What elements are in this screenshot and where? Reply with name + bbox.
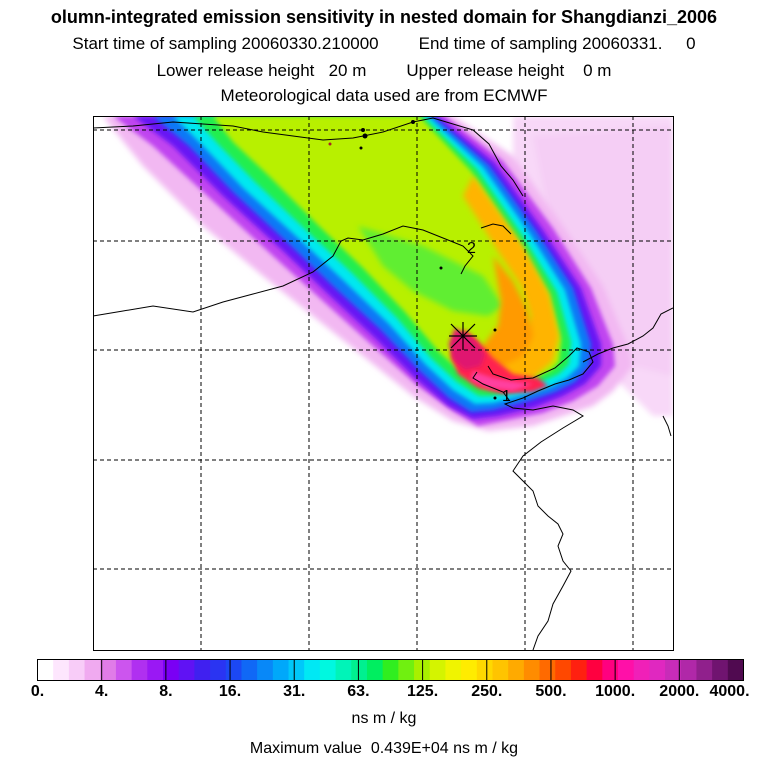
inner-mongolia-border <box>93 225 474 317</box>
legend-swatch <box>445 659 462 681</box>
country-borders <box>93 117 673 650</box>
legend-swatch <box>586 659 603 681</box>
legend-swatch <box>523 659 541 681</box>
site-label-2: 2 <box>467 240 476 257</box>
legend-swatch <box>84 659 101 681</box>
legend-swatch <box>617 659 635 681</box>
legend-swatch <box>272 659 290 681</box>
maximum-value-label: Maximum value <box>249 740 362 757</box>
plot-title: olumn-integrated emission sensitivity in… <box>50 7 718 27</box>
legend-swatch <box>147 659 164 681</box>
legend-swatch <box>335 659 352 681</box>
lower-height-label: Lower release height <box>156 61 315 80</box>
end-time-value-2: 0 <box>686 34 696 53</box>
legend-swatch <box>382 659 399 681</box>
legend-swatch <box>257 659 274 681</box>
upper-height-value: 0 m <box>583 61 612 80</box>
plume-orange-arm <box>457 176 559 388</box>
plume-green-core <box>358 226 503 316</box>
legend-tick-label: 250. <box>471 683 503 700</box>
legend-swatch <box>429 659 447 681</box>
legend-tick-label: 125. <box>407 683 439 700</box>
legend-swatch <box>131 659 148 681</box>
maximum-value-units: ns m / kg <box>453 740 519 757</box>
legend-swatch <box>461 659 478 681</box>
legend-swatch <box>665 659 682 681</box>
upper-height-label: Upper release height <box>406 61 565 80</box>
site-label-1: 1 <box>502 388 511 405</box>
lower-height-value: 20 m <box>328 61 367 80</box>
legend-swatch <box>351 659 368 681</box>
legend-swatch <box>633 659 650 681</box>
provincial-border <box>480 223 512 235</box>
legend-swatch <box>210 659 227 681</box>
legend-tick-label: 16. <box>218 683 242 700</box>
legend-swatch <box>366 659 384 681</box>
east-coast <box>662 415 672 437</box>
sampling-time-line: Start time of sampling 20060330.210000 En… <box>0 34 768 54</box>
legend-tick-label: 500. <box>535 683 567 700</box>
plume-orange-core <box>463 256 533 371</box>
maximum-value: 0.439E+04 <box>370 740 449 757</box>
legend-swatch <box>225 659 243 681</box>
city-markers <box>328 120 497 400</box>
legend-swatch <box>100 659 117 681</box>
color-legend <box>37 659 744 681</box>
legend-swatch <box>163 659 180 681</box>
sensitivity-map: 2 1 <box>93 116 673 650</box>
legend-swatch <box>712 659 729 681</box>
legend-swatch <box>241 659 258 681</box>
legend-tick-label: 8. <box>159 683 173 700</box>
legend-swatch <box>319 659 337 681</box>
legend-tick-label: 0. <box>30 683 45 700</box>
legend-tick-label: 4000. <box>709 683 750 700</box>
legend-swatch <box>476 659 494 681</box>
legend-swatch <box>602 659 619 681</box>
legend-swatch <box>727 659 744 681</box>
legend-swatch <box>696 659 713 681</box>
legend-units: ns m / kg <box>351 710 417 727</box>
northern-border <box>93 117 524 197</box>
legend-swatch <box>492 659 509 681</box>
maximum-value-line: Maximum value 0.439E+04 ns m / kg <box>0 740 768 758</box>
start-time-value: 20060330.210000 <box>241 34 379 53</box>
legend-swatch <box>649 659 666 681</box>
legend-swatch <box>570 659 588 681</box>
legend-tick-label: 1000. <box>595 683 636 700</box>
coastline <box>487 347 594 650</box>
release-height-line: Lower release height 20 m Upper release h… <box>0 61 768 81</box>
bay-outline <box>472 371 510 401</box>
legend-swatch <box>398 659 415 681</box>
legend-swatch <box>539 659 556 681</box>
legend-swatch <box>68 659 86 681</box>
legend-swatch <box>178 659 195 681</box>
legend-swatch <box>555 659 572 681</box>
legend-tick-label: 63. <box>347 683 370 700</box>
legend-frame <box>37 659 744 681</box>
map-grid <box>93 116 673 650</box>
legend-tick-label: 31. <box>283 683 306 700</box>
legend-tick-label: 4. <box>95 683 109 700</box>
receptor-marker <box>449 322 477 350</box>
start-time-label: Start time of sampling <box>72 34 237 53</box>
legend-swatch <box>680 659 698 681</box>
plume <box>103 116 633 431</box>
korea-border <box>582 307 673 363</box>
legend-swatch <box>508 659 525 681</box>
legend-swatch <box>288 659 305 681</box>
end-time-label: End time of sampling <box>418 34 578 53</box>
meteorological-data-line: Meteorological data used are from ECMWF <box>220 86 548 105</box>
legend-swatch <box>194 659 211 681</box>
legend-swatch <box>115 659 133 681</box>
plume-hotspot <box>449 328 485 370</box>
map-canvas <box>93 116 673 650</box>
legend-swatch <box>304 659 321 681</box>
legend-swatch <box>37 659 54 681</box>
legend-swatch <box>53 659 70 681</box>
end-time-value: 20060331. <box>582 34 663 53</box>
legend-tick-label: 2000. <box>659 683 700 700</box>
